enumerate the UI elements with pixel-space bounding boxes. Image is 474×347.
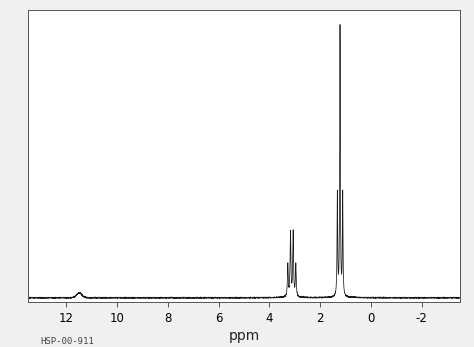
X-axis label: ppm: ppm	[228, 329, 260, 343]
Text: HSP-00-911: HSP-00-911	[40, 337, 94, 346]
